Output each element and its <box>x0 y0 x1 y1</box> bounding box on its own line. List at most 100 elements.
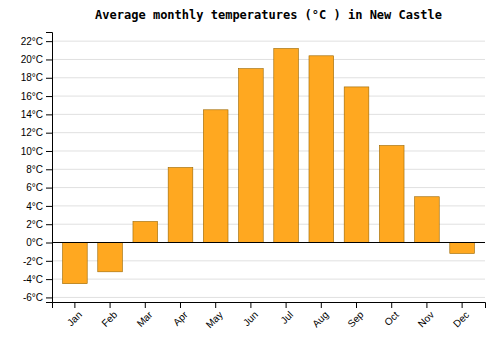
tick: 0°C <box>26 237 52 248</box>
tick: 12°C <box>21 127 52 138</box>
tick-label: Oct <box>382 309 401 328</box>
tick-label: 6°C <box>26 182 43 193</box>
grid-line <box>52 41 485 42</box>
tick-mark <box>46 279 52 280</box>
tick-label: Jul <box>278 309 295 326</box>
tick: Jul <box>278 302 295 326</box>
tick-mark <box>321 302 322 308</box>
tick-label: Jan <box>65 309 84 328</box>
grid-line <box>52 279 485 280</box>
tick: Sep <box>345 302 366 329</box>
tick-mark <box>286 302 287 308</box>
tick: -6°C <box>23 292 52 303</box>
tick-label: 14°C <box>21 109 43 120</box>
tick-mark <box>46 169 52 170</box>
tick-label: 4°C <box>26 201 43 212</box>
tick: Jun <box>241 302 260 328</box>
tick-mark <box>74 302 75 308</box>
tick-mark <box>46 78 52 79</box>
tick-mark <box>46 206 52 207</box>
tick: 18°C <box>21 72 52 83</box>
tick-label: 22°C <box>21 36 43 47</box>
tick-label: -4°C <box>23 274 43 285</box>
tick-mark <box>215 302 216 308</box>
tick-mark <box>462 302 463 308</box>
tick-label: 18°C <box>21 72 43 83</box>
tick: 20°C <box>21 54 52 65</box>
grid <box>52 41 485 297</box>
tick: Feb <box>99 302 119 329</box>
tick-label: 2°C <box>26 219 43 230</box>
tick-label: 12°C <box>21 127 43 138</box>
tick-mark <box>46 151 52 152</box>
title: Average monthly temperatures (°C ) in Ne… <box>95 8 442 22</box>
tick-label: -6°C <box>23 292 43 303</box>
bar <box>379 145 404 242</box>
bar <box>63 243 88 284</box>
tick: Nov <box>416 302 436 329</box>
tick: 6°C <box>26 182 52 193</box>
bar <box>203 110 228 243</box>
tick-label: Dec <box>451 309 471 329</box>
chart: -6°C -4°C -2°C 0°C 2°C 4°C 6°C 8°C 10°C 12°C 14°C 1… <box>0 0 500 350</box>
tick: Mar <box>135 302 155 329</box>
tick-label: 16°C <box>21 91 43 102</box>
grid-line <box>52 242 485 243</box>
tick: May <box>204 302 225 330</box>
tick: -4°C <box>23 274 52 285</box>
grid-line <box>52 150 485 151</box>
tick: Aug <box>310 302 330 329</box>
grid-line <box>52 96 485 97</box>
tick-mark <box>391 302 392 308</box>
grid-line <box>52 132 485 133</box>
tick: 4°C <box>26 201 52 212</box>
tick: 22°C <box>21 36 52 47</box>
tick-label: Mar <box>135 309 155 329</box>
tick-mark <box>46 224 52 225</box>
bars <box>63 48 475 283</box>
tick-mark <box>356 302 357 308</box>
x-axis: Jan Feb Mar Apr May Jun Jul Aug Sep Oct Nov Dec <box>53 302 486 330</box>
tick-label: Aug <box>310 309 330 329</box>
zero-line <box>52 242 485 243</box>
bar <box>133 221 158 242</box>
tick: 2°C <box>26 219 52 230</box>
bar <box>274 48 299 242</box>
tick-label: Nov <box>416 309 436 329</box>
tick-label: 20°C <box>21 54 43 65</box>
tick: 14°C <box>21 109 52 120</box>
tick-mark <box>250 302 251 308</box>
tick-mark <box>46 59 52 60</box>
bar <box>344 87 369 243</box>
tick: Dec <box>451 302 471 329</box>
bar <box>98 243 123 272</box>
tick-mark <box>145 302 146 308</box>
tick-mark <box>46 96 52 97</box>
bar <box>239 69 264 243</box>
tick-label: -2°C <box>23 256 43 267</box>
bar <box>168 167 193 242</box>
tick-label: May <box>204 309 225 330</box>
grid-line <box>52 169 485 170</box>
tick: Oct <box>382 302 401 328</box>
bar <box>415 197 440 243</box>
bar <box>450 243 475 254</box>
tick: Apr <box>171 302 190 328</box>
bar <box>309 56 334 243</box>
tick-label: 10°C <box>21 146 43 157</box>
grid-line <box>52 187 485 188</box>
grid-line <box>52 59 485 60</box>
grid-line <box>52 77 485 78</box>
tick-label: Feb <box>99 309 119 329</box>
tick-mark <box>110 302 111 308</box>
tick: 8°C <box>26 164 52 175</box>
tick-mark <box>46 114 52 115</box>
grid-line <box>52 114 485 115</box>
tick-mark <box>46 261 52 262</box>
tick: Jan <box>65 302 84 328</box>
tick-label: 0°C <box>26 237 43 248</box>
tick: 10°C <box>21 146 52 157</box>
tick-label: Sep <box>345 309 366 330</box>
tick-label: Jun <box>241 309 260 328</box>
tick-label: 8°C <box>26 164 43 175</box>
